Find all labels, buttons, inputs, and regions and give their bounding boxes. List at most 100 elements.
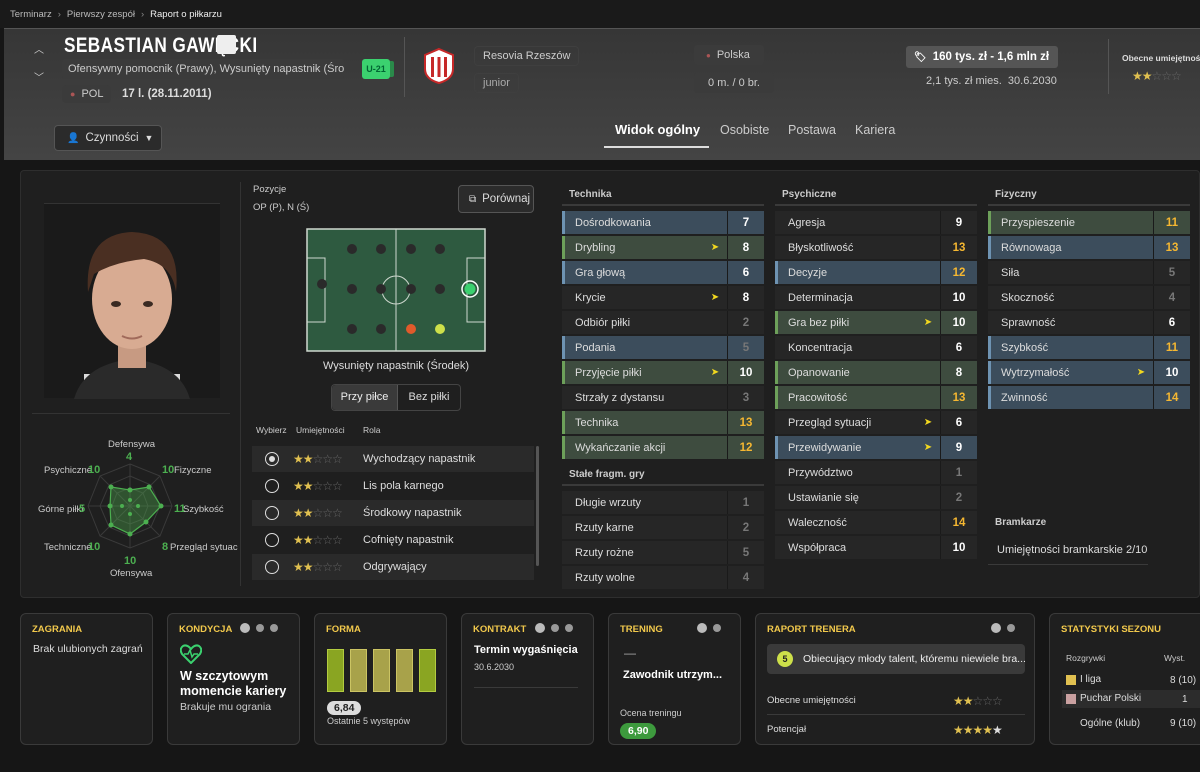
attribute-name: Rzuty rożne xyxy=(575,546,634,559)
stats-row[interactable]: I liga xyxy=(1066,674,1101,685)
attribute-row-szybkosc[interactable]: Szybkość 11 xyxy=(988,336,1190,359)
trening-rating: 6,90 xyxy=(620,723,657,739)
attribute-row-rzuty-rozne[interactable]: Rzuty rożne 5 xyxy=(562,541,764,564)
actions-button[interactable]: 👤 Czynności ▼ xyxy=(54,125,162,151)
wage-text: 2,1 tys. zł mies. 30.6.2030 xyxy=(926,75,1057,87)
attribute-row-wspolpraca[interactable]: Współpraca 10 xyxy=(775,536,977,559)
role-row-cofniety-napastnik[interactable]: ★★☆☆☆ Cofnięty napastnik xyxy=(252,527,534,553)
person-icon: 👤 xyxy=(67,132,80,144)
tab-osobiste[interactable]: Osobiste xyxy=(720,123,770,137)
chevron-down-icon[interactable]: ﹀ xyxy=(34,73,44,84)
attribute-name: Gra głową xyxy=(575,266,626,279)
card-kondycja[interactable]: KONDYCJA W szczytowym momencie kariery B… xyxy=(167,613,300,745)
highlight-bar xyxy=(775,386,778,409)
attribute-value: 10 xyxy=(739,366,753,379)
club-name[interactable]: Resovia Rzeszów xyxy=(474,46,580,66)
attribute-value: 6 xyxy=(955,341,963,354)
attribute-row-sprawnosc[interactable]: Sprawność 6 xyxy=(988,311,1190,334)
role-radio[interactable] xyxy=(265,533,279,547)
toggle-przy-pilce[interactable]: Przy piłce xyxy=(332,385,398,410)
attribute-row-wykanczanie-akcji[interactable]: Wykańczanie akcji 12 xyxy=(562,436,764,459)
nation-chip[interactable]: ● Polska xyxy=(694,45,764,65)
card-trening[interactable]: TRENING — Zawodnik utrzym... Ocena treni… xyxy=(608,613,741,745)
attribute-row-determinacja[interactable]: Determinacja 10 xyxy=(775,286,977,309)
role-radio[interactable] xyxy=(265,506,279,520)
attribute-row-gra-glowa[interactable]: Gra głową 6 xyxy=(562,261,764,284)
attribute-row-odbior-pilki[interactable]: Odbiór piłki 2 xyxy=(562,311,764,334)
attribute-row-przyspieszenie[interactable]: Przyspieszenie 11 xyxy=(988,211,1190,234)
attribute-row-dosrodkowania[interactable]: Dośrodkowania 7 xyxy=(562,211,764,234)
card-kontrakt[interactable]: KONTRAKT Termin wygaśnięcia 30.6.2030 xyxy=(461,613,594,745)
attribute-row-rzuty-karne[interactable]: Rzuty karne 2 xyxy=(562,516,764,539)
attribute-row-krycie[interactable]: Krycie ➤ 8 xyxy=(562,286,764,309)
attribute-name: Dośrodkowania xyxy=(575,216,651,229)
attribute-row-sila[interactable]: Siła 5 xyxy=(988,261,1190,284)
attribute-row-podania[interactable]: Podania 5 xyxy=(562,336,764,359)
attribute-row-wytrzymalosc[interactable]: Wytrzymałość ➤ 10 xyxy=(988,361,1190,384)
attribute-row-gra-bez-pilki[interactable]: Gra bez piłki ➤ 10 xyxy=(775,311,977,334)
kontrakt-date: 30.6.2030 xyxy=(474,662,515,672)
card-title: RAPORT TRENERA xyxy=(767,624,856,635)
club-crest-icon[interactable] xyxy=(422,47,456,85)
attribute-value: 12 xyxy=(952,266,966,279)
contract-end: 30.6.2030 xyxy=(1007,75,1057,87)
attribute-row-decyzje[interactable]: Decyzje 12 xyxy=(775,261,977,284)
section-title-technika: Technika xyxy=(569,189,612,200)
attribute-row-blyskotliwosc[interactable]: Błyskotliwość 13 xyxy=(775,236,977,259)
attribute-row-walecznosc[interactable]: Waleczność 14 xyxy=(775,511,977,534)
attribute-row-pracowitosc[interactable]: Pracowitość 13 xyxy=(775,386,977,409)
breadcrumb-item-terminarz[interactable]: Terminarz xyxy=(10,8,52,20)
role-radio[interactable] xyxy=(265,479,279,493)
club-squad: junior xyxy=(474,73,519,93)
tab-postawa[interactable]: Postawa xyxy=(788,123,836,137)
player-header: ︿ ﹀ SEBASTIAN GAWĘCKI Ofensywny pomocnik… xyxy=(4,28,1200,160)
radar-label-defensywa: Defensywa xyxy=(108,439,155,450)
card-raport-trenera[interactable]: RAPORT TRENERA 5 Obiecujący młody talent… xyxy=(755,613,1035,745)
goalkeeper-ability-label: Umiejętności bramkarskie xyxy=(997,544,1123,556)
roles-scrollbar[interactable] xyxy=(536,446,539,566)
nationality-chip[interactable]: ● POL xyxy=(62,85,112,103)
card-forma[interactable]: FORMA 6,84 Ostatnie 5 występów xyxy=(314,613,447,745)
attribute-row-przewidywanie[interactable]: Przewidywanie ➤ 9 xyxy=(775,436,977,459)
card-statystyki[interactable]: STATYSTYKI SEZONU Rozgrywki Wyst. I liga… xyxy=(1049,613,1200,745)
breadcrumb-item-pierwszy-zespol[interactable]: Pierwszy zespół xyxy=(66,8,135,20)
tab-kariera[interactable]: Kariera xyxy=(855,123,896,137)
attribute-name: Podania xyxy=(575,341,616,354)
trening-headline: Zawodnik utrzym... xyxy=(623,669,723,681)
stats-row[interactable]: Puchar Polski xyxy=(1066,693,1141,704)
role-radio[interactable] xyxy=(265,452,279,466)
dot xyxy=(535,623,545,633)
attribute-row-agresja[interactable]: Agresja 9 xyxy=(775,211,977,234)
role-row-odgrywajacy[interactable]: ★★☆☆☆ Odgrywający xyxy=(252,554,534,580)
compare-icon: ⧉ xyxy=(469,193,477,205)
attribute-row-przyjecie-pilki[interactable]: Przyjęcie piłki ➤ 10 xyxy=(562,361,764,384)
attribute-row-przeglad-sytuacji[interactable]: Przegląd sytuacji ➤ 6 xyxy=(775,411,977,434)
attribute-row-technika[interactable]: Technika 13 xyxy=(562,411,764,434)
card-zagrania[interactable]: ZAGRANIA Brak ulubionych zagrań xyxy=(20,613,153,745)
attribute-row-opanowanie[interactable]: Opanowanie 8 xyxy=(775,361,977,384)
chevron-down-icon: ▼ xyxy=(144,133,154,143)
kontrakt-headline: Termin wygaśnięcia xyxy=(474,644,578,656)
attribute-row-koncentracja[interactable]: Koncentracja 6 xyxy=(775,336,977,359)
roles-header-umiejetnosci: Umiejętności xyxy=(296,425,345,435)
attribute-row-rzuty-wolne[interactable]: Rzuty wolne 4 xyxy=(562,566,764,589)
card-dots xyxy=(991,623,1015,633)
attribute-row-ustawianie-sie[interactable]: Ustawianie się 2 xyxy=(775,486,977,509)
attribute-row-zwinnosc[interactable]: Zwinność 14 xyxy=(988,386,1190,409)
toggle-bez-pilki[interactable]: Bez piłki xyxy=(408,391,450,403)
tab-widok-ogolny[interactable]: Widok ogólny xyxy=(615,122,701,137)
role-row-wychodzacy-napastnik[interactable]: ★★☆☆☆ Wychodzący napastnik xyxy=(252,446,534,472)
role-row-srodkowy-napastnik[interactable]: ★★☆☆☆ Środkowy napastnik xyxy=(252,500,534,526)
attribute-row-drybling[interactable]: Drybling ➤ 8 xyxy=(562,236,764,259)
compare-button[interactable]: ⧉ Porównaj xyxy=(458,185,534,213)
role-row-lis-pola-karnego[interactable]: ★★☆☆☆ Lis pola karnego xyxy=(252,473,534,499)
attribute-row-strzaly-z-dystansu[interactable]: Strzały z dystansu 3 xyxy=(562,386,764,409)
role-radio[interactable] xyxy=(265,560,279,574)
chevron-up-icon[interactable]: ︿ xyxy=(34,45,44,56)
section-title-psychiczne: Psychiczne xyxy=(782,189,837,200)
attribute-row-rownowaga[interactable]: Równowaga 13 xyxy=(988,236,1190,259)
attribute-row-skocznosc[interactable]: Skoczność 4 xyxy=(988,286,1190,309)
form-bars xyxy=(327,649,436,692)
attribute-row-przywodztwo[interactable]: Przywództwo 1 xyxy=(775,461,977,484)
attribute-row-dlugie-wrzuty[interactable]: Długie wrzuty 1 xyxy=(562,491,764,514)
